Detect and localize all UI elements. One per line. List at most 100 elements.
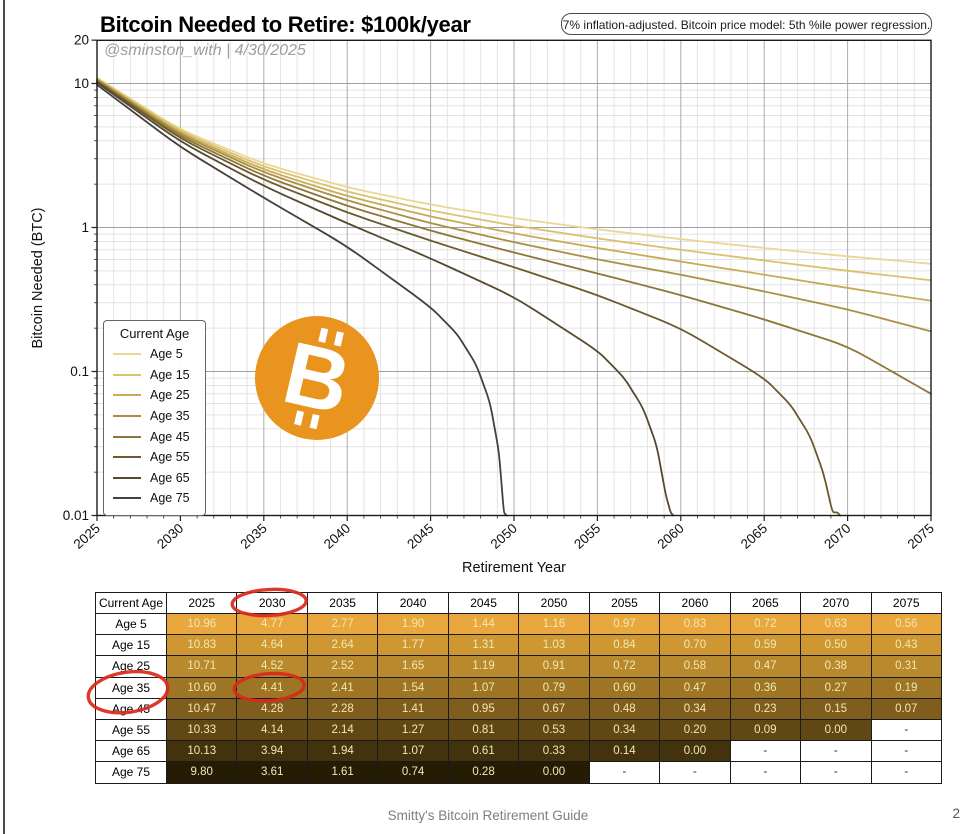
table-row-label: Age 25 <box>95 655 167 678</box>
page-left-border <box>3 0 5 834</box>
table-cell: 0.07 <box>870 697 942 720</box>
table-row: Age 75 9.80 3.61 1.61 0.74 0.28 0.00- - - - - <box>95 761 942 784</box>
table-year-header: 2030 <box>236 592 308 614</box>
table-year-header: 2075 <box>870 592 942 614</box>
table-cell: 2.77 <box>306 612 379 636</box>
y-tick-label: 10 <box>74 76 89 91</box>
table-year-header: 2040 <box>377 592 449 614</box>
table-cell: 1.07 <box>377 740 449 763</box>
table-body: Age 5 10.96 4.77 2.77 1.90 1.44 1.16 0.97 0.83 0.… <box>95 612 942 784</box>
table-cell: 2.14 <box>306 718 379 742</box>
table-cell: 0.53 <box>518 718 590 742</box>
legend-swatch <box>113 373 141 376</box>
table-cell: 0.56 <box>870 612 942 636</box>
table-cell: 0.47 <box>729 655 802 678</box>
table-cell: 1.16 <box>518 612 590 636</box>
table-cell: 4.14 <box>236 718 308 742</box>
x-tick-label: 2060 <box>654 521 686 552</box>
table-cell: 0.19 <box>870 676 942 699</box>
table-cell: 1.54 <box>377 676 449 699</box>
table-cell: 0.91 <box>518 655 590 678</box>
table-row-label: Age 45 <box>95 697 167 720</box>
legend-items: Age 5 Age 15 Age 25 Age 35 Age 45 Age 55 Age 6… <box>104 344 205 509</box>
legend-item-age-55: Age 55 <box>104 447 205 468</box>
legend-label: Age 55 <box>150 450 190 465</box>
y-tick-label: 1 <box>81 220 89 235</box>
legend-item-age-15: Age 15 <box>104 365 205 386</box>
table-cell: - <box>659 761 731 784</box>
legend-swatch <box>113 394 141 397</box>
table-cell: 0.48 <box>588 697 661 720</box>
table-cell: - <box>870 718 942 742</box>
table-cell: 1.94 <box>306 740 379 763</box>
table-cell: 0.72 <box>588 655 661 678</box>
table-cell: 2.28 <box>306 697 379 720</box>
table-cell: 0.79 <box>518 676 590 699</box>
table-cell: 1.03 <box>518 634 590 657</box>
table-cell: 4.77 <box>236 612 308 636</box>
table-cell: 0.97 <box>588 612 661 636</box>
retirement-table: Current Age 2025 2030 2035 2040 2045 2050 2055 2… <box>95 592 942 784</box>
table-cell: 0.00 <box>518 761 590 784</box>
table-cell: 0.50 <box>800 634 872 657</box>
table-cell: 9.80 <box>165 761 238 784</box>
table-cell: 2.52 <box>306 655 379 678</box>
table-year-header: 2070 <box>800 592 872 614</box>
legend-item-age-75: Age 75 <box>104 488 205 509</box>
table-cell: - <box>800 740 872 763</box>
series-line-age-5 <box>96 76 932 265</box>
series-line-age-15 <box>96 77 932 282</box>
table-cell: 0.81 <box>447 718 520 742</box>
table-cell: 10.47 <box>165 697 238 720</box>
table-cell: 1.19 <box>447 655 520 678</box>
series-line-age-45 <box>96 79 932 395</box>
table-cell: 4.28 <box>236 697 308 720</box>
series-line-age-65 <box>96 81 675 517</box>
table-cell: 1.61 <box>306 761 379 784</box>
table-year-header: 2055 <box>588 592 661 614</box>
legend-swatch <box>113 476 141 479</box>
table-cell: 4.52 <box>236 655 308 678</box>
table-row: Age 25 10.71 4.52 2.52 1.65 1.19 0.91 0.72 0.58 0… <box>95 655 942 678</box>
legend-swatch <box>113 353 141 356</box>
x-tick-label: 2030 <box>154 521 186 552</box>
table-cell: 0.36 <box>729 676 802 699</box>
table-cell: 1.41 <box>377 697 449 720</box>
y-axis-label: Bitcoin Needed (BTC) <box>30 207 46 349</box>
table-year-header: 2060 <box>659 592 731 614</box>
footer-text: Smitty's Bitcoin Retirement Guide <box>387 808 589 823</box>
table-row: Age 55 10.33 4.14 2.14 1.27 0.81 0.53 0.34 0.20 0… <box>95 718 942 742</box>
x-axis-label: Retirement Year <box>462 560 566 576</box>
table-cell: 1.90 <box>377 612 449 636</box>
table-row: Age 65 10.13 3.94 1.94 1.07 0.61 0.33 0.14 0.00-… <box>95 740 942 763</box>
page-number: 2 <box>952 806 960 821</box>
legend-label: Age 35 <box>150 409 190 424</box>
legend-label: Age 75 <box>150 491 190 506</box>
table-cell: 3.61 <box>236 761 308 784</box>
y-tick-label: 0.1 <box>70 364 89 379</box>
table-header: Current Age 2025 2030 2035 2040 2045 2050 2055 2… <box>95 592 942 614</box>
table-row-label: Age 35 <box>95 676 167 699</box>
series-line-age-35 <box>96 79 932 333</box>
table-row: Age 5 10.96 4.77 2.77 1.90 1.44 1.16 0.97 0.83 0.… <box>95 612 942 636</box>
table-row: Age 15 10.83 4.64 2.64 1.77 1.31 1.03 0.84 0.70 0… <box>95 634 942 657</box>
x-tick-label: 2025 <box>71 521 103 552</box>
legend-item-age-35: Age 35 <box>104 406 205 427</box>
table-cell: 1.65 <box>377 655 449 678</box>
x-tick-label: 2045 <box>404 521 436 552</box>
x-tick-label: 2075 <box>905 521 937 552</box>
table-cell: 0.61 <box>447 740 520 763</box>
model-annotation: 7% inflation-adjusted. Bitcoin price mod… <box>561 13 932 35</box>
legend-label: Age 25 <box>150 388 190 403</box>
table-cell: - <box>800 761 872 784</box>
table-cell: - <box>588 761 661 784</box>
x-tick-label: 2065 <box>738 521 770 552</box>
retirement-chart: 2025 2030 2035 2040 2045 2050 2055 2060 2065 2070… <box>63 33 937 552</box>
table-year-header: 2045 <box>447 592 520 614</box>
x-tick-label: 2040 <box>321 521 353 552</box>
table-row-label: Age 55 <box>95 718 167 742</box>
table-cell: - <box>870 740 942 763</box>
legend-item-age-45: Age 45 <box>104 426 205 447</box>
table-cell: - <box>870 761 942 784</box>
